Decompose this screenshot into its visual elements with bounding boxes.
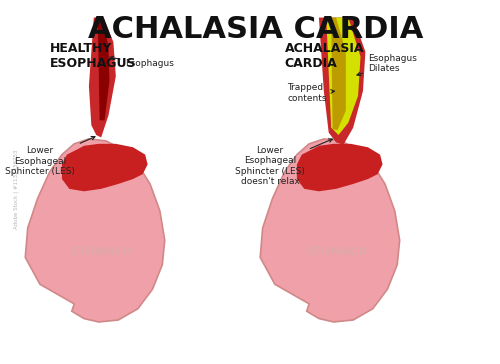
Text: Adobe Stock | #1132438753: Adobe Stock | #1132438753 bbox=[13, 149, 18, 229]
Polygon shape bbox=[260, 139, 400, 322]
Polygon shape bbox=[62, 144, 148, 191]
Text: STOMACH: STOMACH bbox=[70, 248, 132, 257]
Text: Esophagus
Dilates: Esophagus Dilates bbox=[357, 54, 416, 76]
Polygon shape bbox=[297, 144, 382, 191]
Text: HEALTHY
ESOPHAGUS: HEALTHY ESOPHAGUS bbox=[50, 42, 136, 70]
Text: ACHALASIA
CARDIA: ACHALASIA CARDIA bbox=[284, 42, 364, 70]
Text: Esophagus: Esophagus bbox=[110, 56, 174, 68]
Polygon shape bbox=[331, 17, 346, 130]
Text: Lower
Esophageal
Sphincter (LES): Lower Esophageal Sphincter (LES) bbox=[5, 136, 95, 176]
Polygon shape bbox=[326, 17, 360, 135]
Text: STOMACH: STOMACH bbox=[305, 248, 367, 257]
Polygon shape bbox=[98, 17, 110, 120]
Text: ACHALASIA CARDIA: ACHALASIA CARDIA bbox=[88, 15, 423, 44]
Polygon shape bbox=[26, 139, 165, 322]
Text: Trapped
contents: Trapped contents bbox=[287, 83, 335, 103]
Polygon shape bbox=[319, 17, 366, 145]
Text: Lower
Esophageal
Sphincter (LES)
doesn't relax: Lower Esophageal Sphincter (LES) doesn't… bbox=[235, 139, 332, 186]
Polygon shape bbox=[89, 17, 116, 138]
